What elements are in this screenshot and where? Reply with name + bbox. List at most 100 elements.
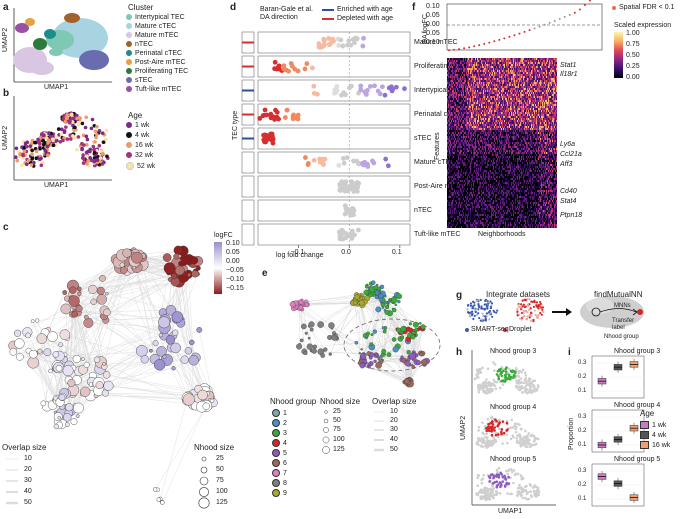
cluster-legend-item: sTEC [126,77,153,85]
age-dot [93,140,97,144]
da-xtick-label: −0.1 [290,249,305,256]
nhood-size-item: 100 [216,488,228,495]
gene-label: Ccl21a [560,151,582,158]
nhood-node [209,398,215,404]
da-point [364,87,370,93]
nhood-group-legend-item: 3 [272,429,287,438]
nhood-node [369,342,374,347]
i-ytick: 0.2 [578,482,587,488]
graph-edge [155,268,170,344]
graph-edge [75,306,94,376]
graph-edge [86,268,132,318]
da-point [260,113,266,119]
nhood-node [65,403,74,412]
graph-edge [382,294,411,324]
nhood-node [72,355,81,364]
gene-label: Ly6a [560,141,576,148]
age-dot [61,116,66,121]
nhood-size-item: 25 [216,455,224,462]
nhood-node [170,342,181,354]
da-logfc-point [568,13,571,16]
nhood-node [381,348,387,354]
age-dot [92,150,97,155]
nhood-node [162,253,172,262]
da-point [343,186,348,192]
i-ytick: 0.2 [578,428,587,434]
nhood-node [334,333,338,337]
age-dot [30,157,34,161]
nhood-node [171,366,176,371]
da-direction-box [241,151,255,174]
nhood-node [408,378,411,381]
da-point [347,85,352,91]
panel-label-a: a [3,2,9,13]
age-dot [30,138,35,143]
nhood-node [404,378,410,384]
overlap-item: 30 [24,477,32,484]
age-legend-item: 32 wk [126,152,153,160]
graph-edge [79,308,174,336]
i-title: Nhood group 3 [614,348,661,355]
nhood-node [35,318,40,323]
smartseq-cell [488,318,491,321]
graph-edge [375,306,388,356]
graph-edge [354,302,361,354]
age-dot [77,121,81,126]
nhood-node [377,356,380,359]
age-dot [47,131,51,136]
da-point [322,156,328,162]
nhood-node [9,348,18,356]
nhood-node [53,423,59,430]
nhood-group-legend-item: 5 [272,449,287,458]
age-dot [50,137,55,141]
panel-label-c: c [3,222,9,233]
nhood-node [67,378,76,387]
graph-edge [160,398,188,500]
nhood-node [58,394,66,401]
nhood-node [14,329,22,337]
age-dot [46,138,51,143]
graph-edge [298,303,315,352]
panel-label-i: i [568,347,571,358]
nhood-node [75,414,80,418]
da-point [365,161,370,167]
nhood-node [373,359,377,363]
age-dot [46,153,50,158]
age-dot [75,147,79,152]
umap-b-xlabel: UMAP1 [44,182,69,189]
nhood-node [149,348,153,353]
graph-edge [361,302,364,357]
da-point [379,84,385,90]
da-point [361,35,366,41]
graph-edge [382,304,399,331]
age-dot [104,128,109,133]
da-category-label: Perinatal cTEC [414,111,462,118]
scale-tick: 0.75 [626,41,640,48]
gene-label: Stat1 [560,62,577,69]
da-point [351,208,357,213]
da-point [282,115,288,120]
nhood-node [58,342,64,348]
da-direction-box [241,199,255,222]
i-legend-item: 4 wk [640,431,666,440]
da-point [290,116,296,122]
nhood-node [101,389,109,397]
age-dot [71,134,75,138]
da-point [385,163,391,169]
da-point [343,179,349,185]
nhood-node [163,262,176,275]
graph-edge [393,297,415,332]
age-dot [84,134,89,139]
nhood-node [202,402,210,411]
nhood-node [172,329,179,336]
da-logfc-point [578,8,581,11]
nhood-node [103,380,114,391]
nhood-node [381,306,385,309]
nhood-node [400,355,404,359]
da-point [257,116,263,121]
e-nhood-size-item: 75 [333,426,341,433]
da-point [375,88,381,94]
nhood-node [352,300,358,306]
age-dot [76,135,81,139]
nhood-node [384,304,390,310]
